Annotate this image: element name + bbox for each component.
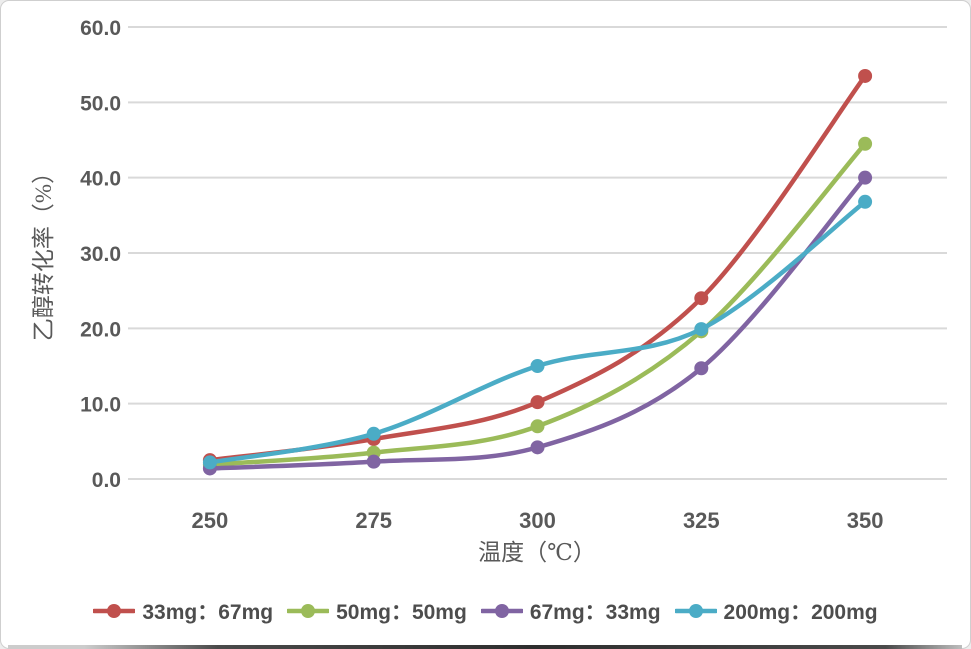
window-bottom-edge-bar xyxy=(8,645,962,649)
legend-marker-dot xyxy=(107,604,122,618)
legend-line-marker-icon xyxy=(674,604,717,618)
legend-label: 200mg：200mg xyxy=(723,601,878,624)
legend-item-0[interactable]: 33mg：67mg xyxy=(93,596,273,626)
data-point[interactable] xyxy=(858,170,873,185)
data-point[interactable] xyxy=(530,419,545,434)
data-point[interactable] xyxy=(694,322,709,337)
data-point[interactable] xyxy=(202,455,217,470)
y-tick-label: 50.0 xyxy=(80,92,121,115)
y-tick-label: 0.0 xyxy=(92,469,121,492)
legend-label: 50mg：50mg xyxy=(336,601,467,624)
x-tick-label: 300 xyxy=(519,508,556,533)
data-point[interactable] xyxy=(858,194,873,209)
data-point[interactable] xyxy=(694,291,709,306)
y-axis-title: 乙醇转化率（%） xyxy=(31,160,56,342)
y-tick-label: 20.0 xyxy=(80,318,121,341)
legend-marker-dot xyxy=(301,604,316,618)
x-tick-label: 350 xyxy=(847,508,884,533)
legend-item-3[interactable]: 200mg：200mg xyxy=(674,596,878,626)
legend: 33mg：67mg 50mg：50mg 67mg：33mg 200mg：200mg xyxy=(1,595,970,627)
data-point[interactable] xyxy=(530,359,545,373)
y-tick-label: 40.0 xyxy=(80,168,121,191)
legend-line-marker-icon xyxy=(480,604,523,618)
x-axis-title: 温度（℃） xyxy=(478,540,596,565)
legend-line-marker-icon xyxy=(287,604,330,618)
x-tick-label: 325 xyxy=(683,508,720,533)
x-tick-label: 250 xyxy=(192,508,229,533)
series-line-1[interactable] xyxy=(207,141,868,467)
data-point[interactable] xyxy=(366,454,381,469)
data-point[interactable] xyxy=(858,68,873,83)
legend-line-marker-icon xyxy=(93,604,136,618)
legend-label: 67mg：33mg xyxy=(529,601,661,624)
y-tick-label: 60.0 xyxy=(80,17,121,40)
legend-item-2[interactable]: 67mg：33mg xyxy=(480,596,661,626)
y-tick-label: 10.0 xyxy=(80,394,121,417)
data-point[interactable] xyxy=(858,136,873,151)
data-point[interactable] xyxy=(530,440,545,455)
legend-label: 33mg：67mg xyxy=(142,601,274,624)
legend-item-1[interactable]: 50mg：50mg xyxy=(287,596,467,626)
x-tick-label: 275 xyxy=(355,508,392,533)
y-tick-label: 30.0 xyxy=(80,243,121,266)
data-point[interactable] xyxy=(694,361,709,376)
series-line-2[interactable] xyxy=(207,175,868,471)
legend-marker-dot xyxy=(494,604,509,618)
data-point[interactable] xyxy=(530,395,545,410)
data-point[interactable] xyxy=(366,426,381,441)
legend-marker-dot xyxy=(688,604,703,618)
